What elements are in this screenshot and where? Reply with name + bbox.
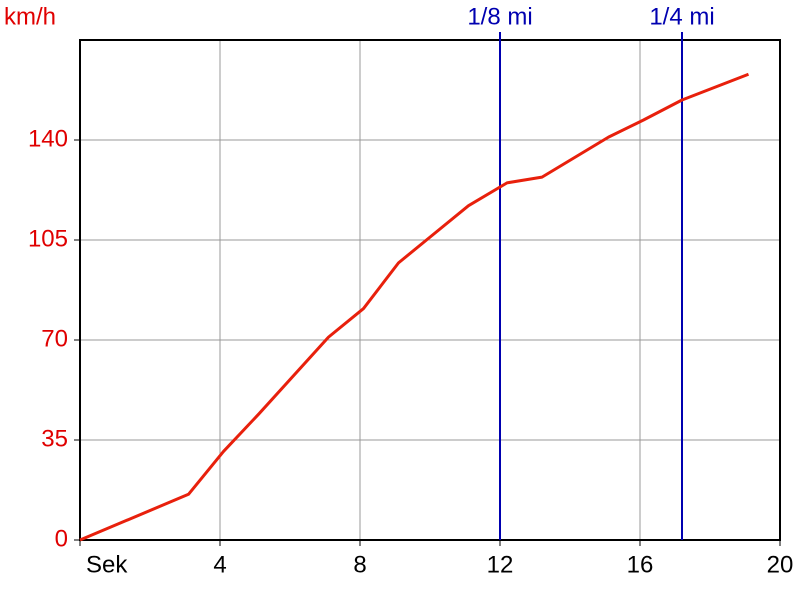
y-axis-label: km/h (4, 3, 56, 30)
x-tick-label: Sek (86, 551, 128, 578)
y-tick-label: 140 (28, 125, 68, 152)
y-tick-label: 105 (28, 225, 68, 252)
plot-frame (79, 39, 781, 541)
x-tick-label: 20 (767, 551, 794, 578)
y-tick-label: 35 (41, 425, 68, 452)
x-tick-label: 12 (487, 551, 514, 578)
distance-marker-label: 1/8 mi (467, 3, 532, 30)
x-tick-label: 8 (353, 551, 366, 578)
speed-line (79, 72, 750, 542)
y-tick-label: 70 (41, 325, 68, 352)
y-tick-label: 0 (55, 525, 68, 552)
distance-marker-label: 1/4 mi (649, 3, 714, 30)
x-tick-label: 4 (213, 551, 226, 578)
x-tick-label: 16 (627, 551, 654, 578)
